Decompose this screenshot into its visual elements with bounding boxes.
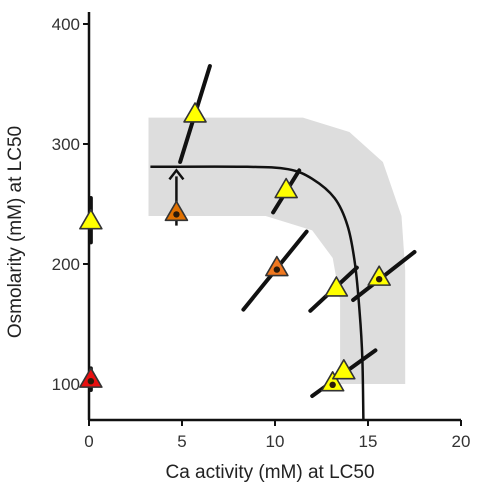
y-axis-label: Osmolarity (mM) at LC50 [5,126,26,338]
data-point [265,255,289,277]
fit-curve [150,165,365,421]
data-points [79,102,391,392]
x-axis-label: Ca activity (mM) at LC50 [165,462,374,483]
y-tick-label: 100 [52,375,80,394]
arrow-head [168,168,185,181]
data-point-dot [375,276,383,283]
x-tick-label: 5 [177,432,186,451]
x-tick-label: 20 [452,432,471,451]
data-point [324,276,349,297]
uncertainty-band [148,117,406,384]
data-point-dot [329,381,336,388]
y-tick-label: 300 [52,135,80,154]
data-point [367,265,391,286]
data-point [79,367,103,388]
data-point-dot [173,211,180,218]
tick-labels: 0 5 10 15 20 100 200 300 400 [52,15,471,451]
data-point [79,209,103,230]
x-tick-label: 15 [359,432,378,451]
band-area [148,117,406,384]
data-point [183,102,207,123]
data-point [332,358,356,380]
x-tick-label: 10 [266,432,285,451]
data-point-dot [87,378,95,385]
data-point [320,370,345,392]
data-point [164,200,189,222]
x-tick-label: 0 [84,432,93,451]
y-tick-label: 200 [52,255,80,274]
curve-line [150,165,365,421]
data-point-dot [273,266,281,273]
data-point [274,177,298,199]
y-tick-label: 400 [52,15,80,34]
